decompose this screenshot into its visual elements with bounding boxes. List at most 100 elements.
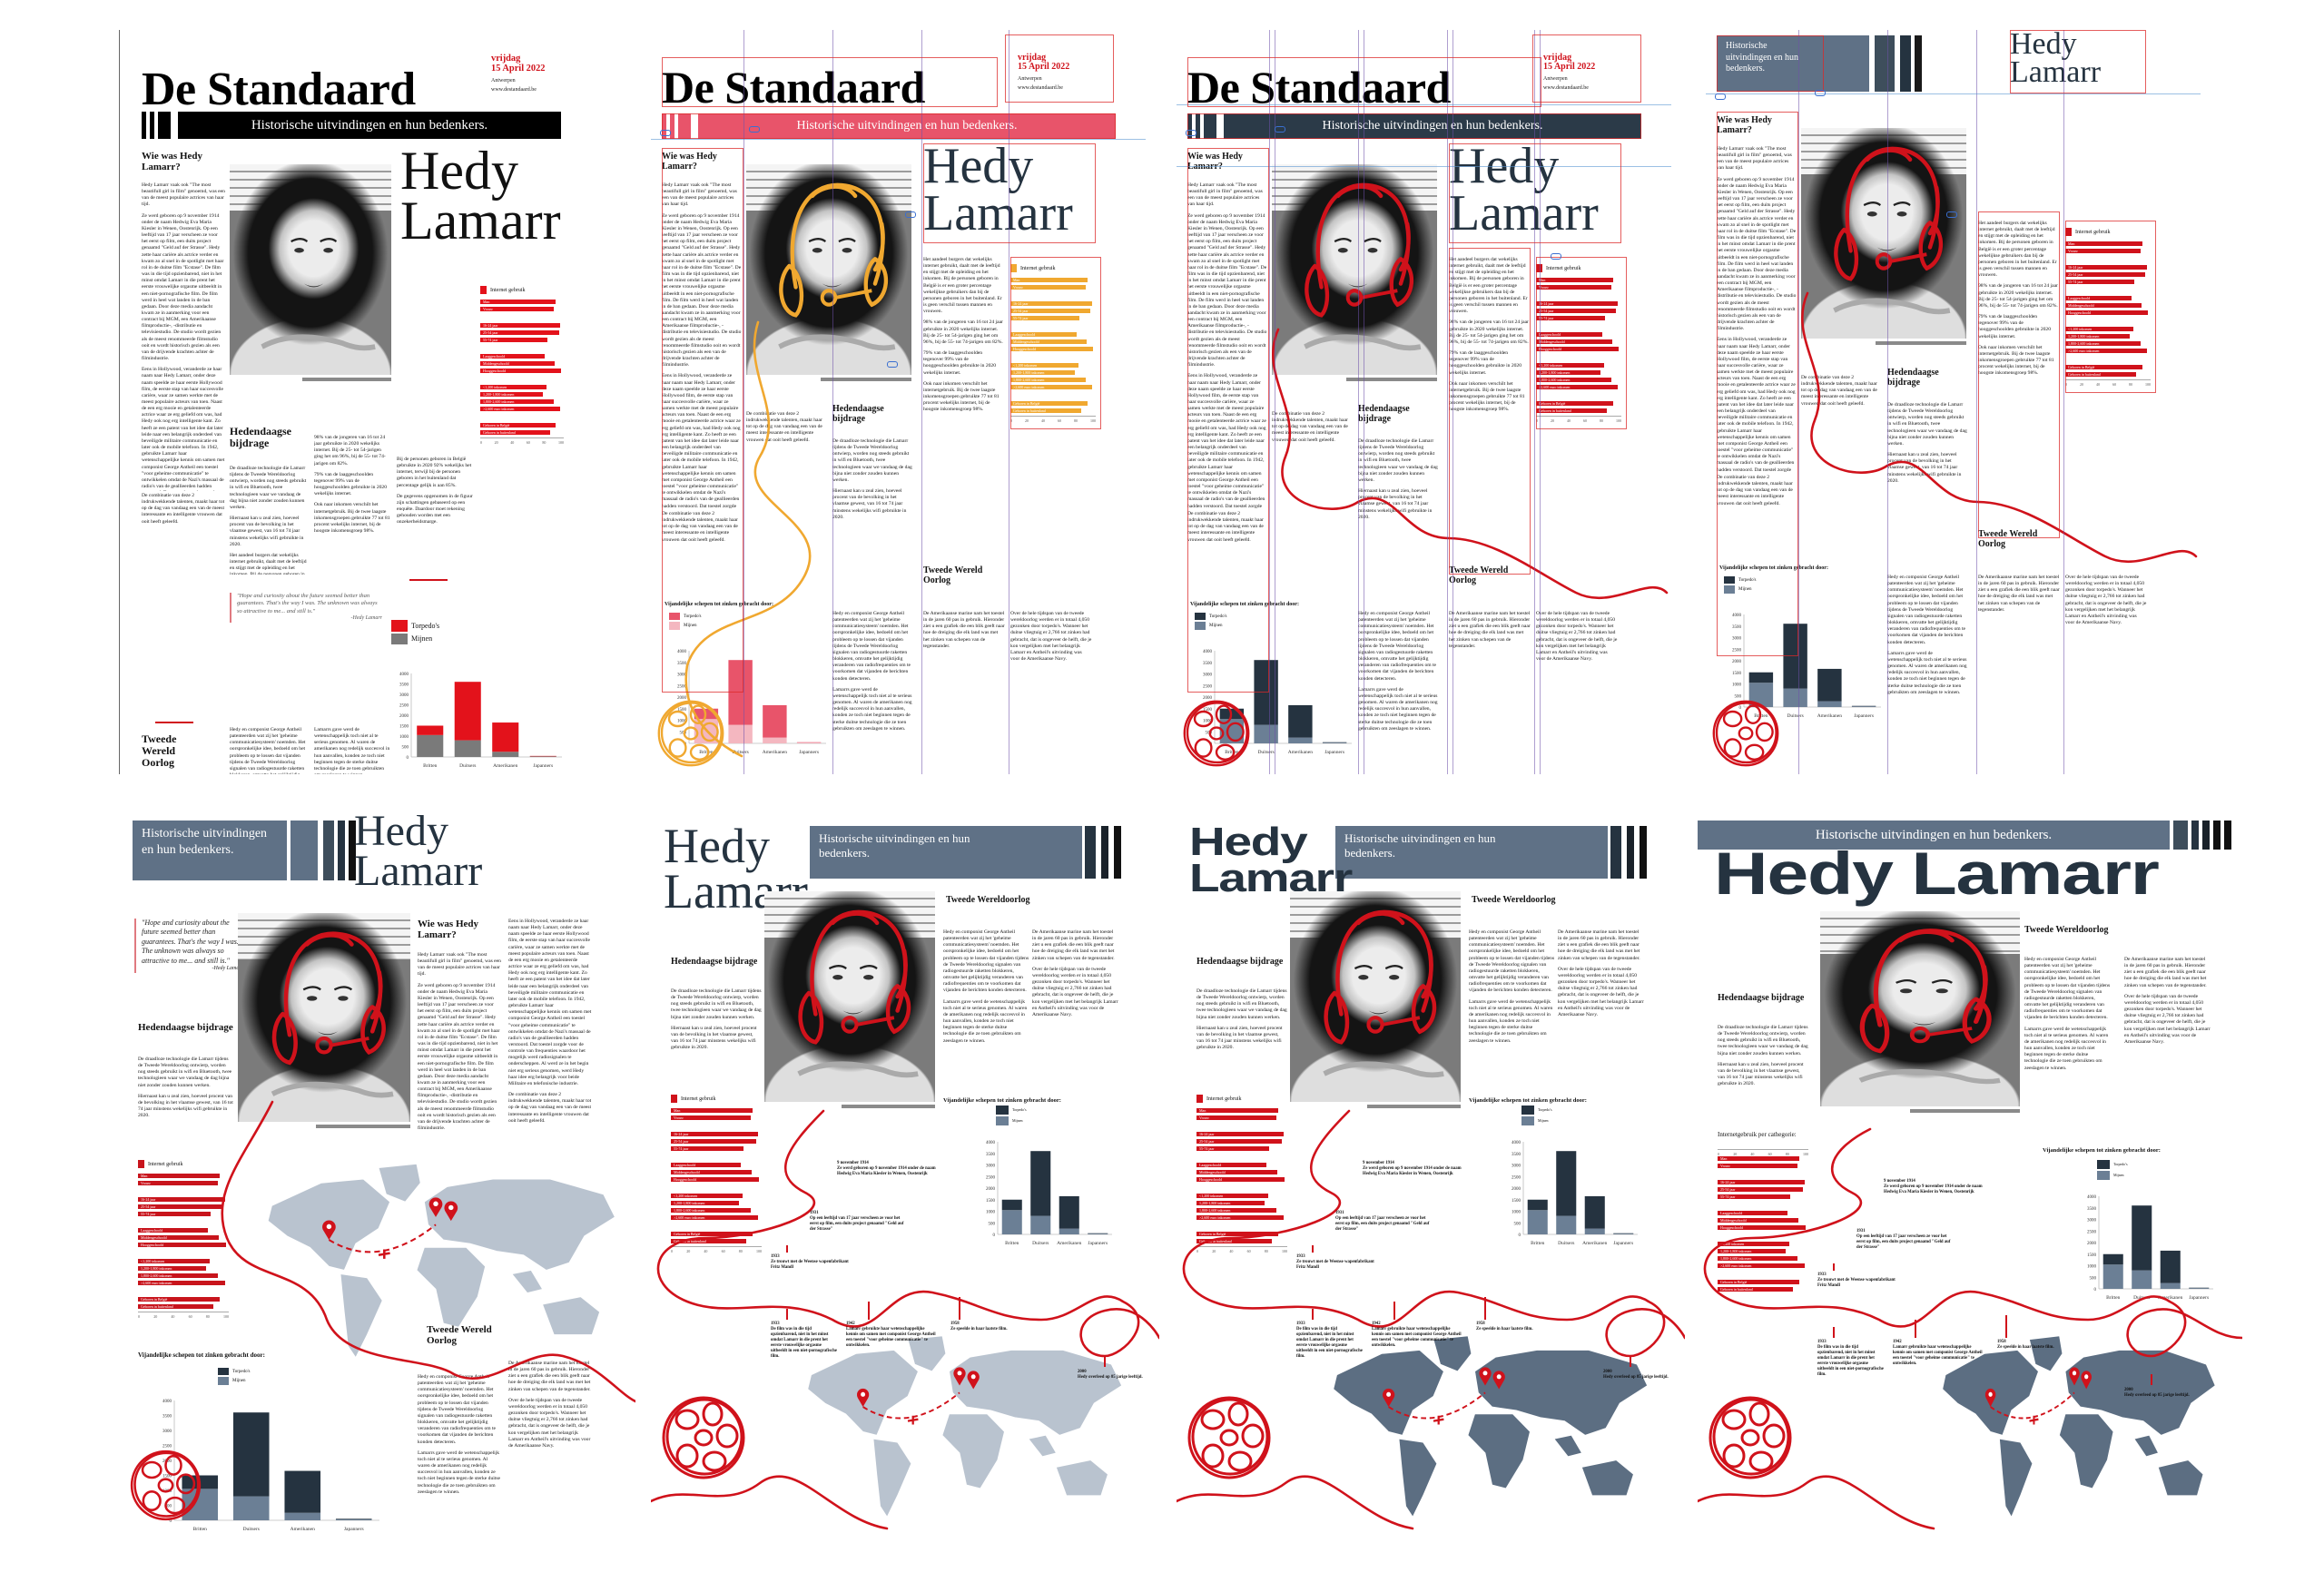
banner-stripe [1640,826,1647,879]
reel-stroke [1738,726,1754,741]
usage-bar-label: Geboren in België [141,1297,168,1302]
portrait-photo [746,164,911,375]
microphone-arm-drawing [330,1037,369,1047]
paragraph: De combinatie van deze 2 indrukwekkende … [142,493,225,525]
bar-group-gap [480,414,564,423]
date-block: vrijdag 15 April 2022 Antwerpen www.destand… [1543,53,1643,92]
y-tick-label: 3500 [1732,625,1742,630]
usage-bar: Middengeschoold [480,361,556,366]
banner-stripe [1101,826,1108,879]
text-column: De draadloze technologie die Lamarr tijd… [230,466,307,575]
usage-bar-label: Hooggeschoold [674,1177,697,1182]
timeline-event: 1942 Lamarr gebruikte haar wetenschappeli… [846,1322,937,1349]
timeline-text: Ze speelde in haar laatste film. [1997,1344,2054,1350]
axis-tick: 0 [671,1249,673,1253]
chart-legend: Torpedo's Mijnen [996,1106,1068,1127]
reel-stroke [1215,743,1236,761]
headphones-drawing [1324,909,1437,1045]
usage-bar: Man [671,1108,753,1113]
usage-bar: 1,800-2,600 inkomen [671,1208,752,1213]
usage-bar: 55-74 jaar [1718,1194,1791,1199]
text-column: Hedy Lamarr vaak ook "The most beautiful… [662,182,742,509]
layout-column-guide [1887,30,1888,774]
usage-bar-label: 16-24 jaar [1013,301,1029,306]
reel-stroke [1241,1423,1265,1449]
usage-bar: >2,600 euro inkomen [1196,1215,1285,1220]
x-tick-label: Duitsers [1032,1241,1049,1246]
axis-tick: 100 [2145,382,2151,387]
legend-item: Mijnen [1195,622,1267,630]
legend-item: Mijnen [1724,585,1797,594]
lips [822,283,842,288]
usage-bar-label: 25-54 jaar [1720,1187,1736,1192]
eye [1896,211,1907,217]
bar-mine [454,740,481,757]
banner-text: Historische uitvindingen en hun bedenker… [1726,41,1798,74]
y-tick-label: 1500 [677,708,687,712]
quote-author: -Hedy Lamarr [212,965,244,971]
usage-bar: >2,600 euro inkomen [138,1281,226,1285]
y-tick-label: 2000 [399,714,409,719]
y-tick-label: 3000 [399,693,409,698]
bar-group-gap [2065,318,2151,327]
paragraph: De gegevens opgenomen in de figuur zijn … [397,493,473,526]
internet-usage-chart: Internet gebruik Man Vrouw 16-24 jaar 25-54 … [2065,228,2151,387]
y-tick-label: 3500 [986,1153,996,1157]
bar-mine [2132,1270,2152,1289]
chart-legend: Torpedo's Mijnen [669,613,742,632]
internet-usage-chart: Internet gebruik Man Vrouw 16-24 jaar 25-54 … [1196,1095,1287,1322]
usage-bar-label: 1,800-2,600 inkomen [1013,378,1045,382]
eye [1900,988,1913,994]
bar-torpedo [232,1412,270,1497]
axis-tick: 80 [1264,1249,1268,1253]
usage-bar-label: Vrouw [1013,285,1023,290]
timeline-event: 1933 De film was in die tijd opzienbarend… [1817,1340,1886,1378]
heading-text: Vijandelijke schepen tot zinken gebracht… [1469,1097,1587,1104]
ships-sunk-chart: 0 500 1000 1500 2000 2500 3000 3500 4000 Britten D… [2087,1195,2213,1301]
usage-bar: 1,200-1,800 inkomen [480,392,544,397]
title-last-name: Lamarr [400,191,561,251]
usage-bar-label: 25-54 jaar [483,330,498,335]
masthead: De Standaard [142,66,416,113]
usage-bar: Laaggeschoold [2065,296,2132,300]
arms [261,334,376,351]
y-tick-label: 3000 [2087,1219,2097,1223]
continent [1055,1459,1108,1497]
paragraph: Hedy Lamarr vaak ook "The most beautiful… [1187,182,1263,208]
usage-bar: 16-24 jaar [1718,1180,1806,1184]
portrait-photo [1272,164,1437,375]
y-tick-label: 4000 [2087,1195,2097,1200]
paragraph: Hiernaast kan u zeal zien, hoeveel proce… [230,516,304,547]
usage-bar-label: Geboren in België [1013,401,1040,406]
paragraph: De Amerikaanse marine nam het toestel in… [923,611,1005,649]
usage-bar: Hooggeschoold [480,369,562,373]
text-column: De combinatie van deze 2 indrukwekkende … [1801,375,1883,538]
usage-bar-label: Geboren in België [674,1232,701,1236]
y-tick-label: 1500 [986,1199,996,1204]
headphones-drawing [798,909,911,1045]
usage-bar: 55-74 jaar [2065,280,2134,284]
portrait-photo [1801,128,1966,339]
usage-bar: Hooggeschoold [1718,1225,1807,1230]
reel-stroke [1183,700,1250,767]
x-tick-label: Duitsers [732,750,748,755]
paragraph: Hiernaast kan u zeal zien, hoeveel proce… [671,1025,757,1051]
bar-torpedo [1030,1151,1051,1216]
banner-stripe [150,112,154,139]
title-last-name: Lamarr [1449,184,1599,241]
reel-stroke [689,743,710,761]
timeline-text: De film was in die tijd opzienbarend, ni… [1817,1344,1884,1377]
reel-stroke [1740,1429,1760,1447]
bar-torpedo [728,660,753,725]
bar-mine [1001,1210,1022,1234]
usage-bar-label: Laaggeschoold [674,1163,696,1167]
chart-legend: Torpedo's Mijnen [1724,576,1797,595]
layout-column-guide [1447,30,1448,774]
website-url: www.destandaard.be [1543,84,1589,91]
heading-war2: Tweede Wereldoorlog [2024,925,2124,935]
usage-bar-label: >2,600 euro inkomen [1013,385,1045,389]
usage-bar: 25-54 jaar [1196,1139,1283,1144]
heading-text: Tweede Wereldoorlog [2024,925,2109,935]
bar-group-gap [1536,354,1621,363]
heading-ships: Vijandelijke schepen tot zinken gebracht… [1469,1097,1650,1104]
